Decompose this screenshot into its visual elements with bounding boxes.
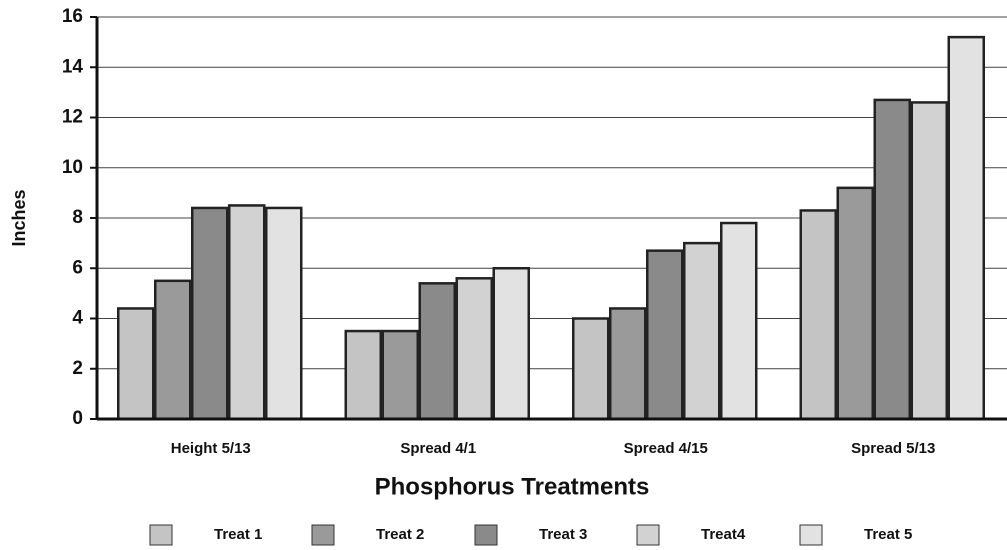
legend-label: Treat 1 (214, 526, 262, 543)
x-tick-label: Spread 4/1 (400, 440, 476, 457)
y-tick-label: 0 (72, 408, 83, 429)
x-axis-label: Phosphorus Treatments (375, 473, 650, 500)
bar (265, 206, 303, 421)
y-tick-label: 8 (72, 207, 83, 228)
bar (344, 329, 382, 421)
bar (609, 307, 647, 421)
y-tick-label: 10 (62, 157, 83, 178)
bar (799, 209, 837, 421)
bar (228, 204, 266, 421)
bar (492, 267, 530, 421)
bar (381, 329, 419, 421)
y-tick-label: 4 (72, 308, 83, 329)
bar (910, 101, 948, 421)
x-tick-label: Spread 5/13 (851, 440, 935, 457)
legend-swatch (799, 524, 823, 546)
legend-label: Treat 3 (539, 526, 587, 543)
y-axis-label: Inches (9, 189, 29, 246)
bar (646, 249, 684, 421)
y-tick-label: 14 (62, 56, 84, 77)
bar (720, 221, 758, 421)
legend-swatch (149, 524, 173, 546)
bar (683, 241, 721, 421)
legend-swatch (311, 524, 335, 546)
y-tick-label: 12 (62, 107, 83, 128)
y-tick-label: 2 (72, 358, 83, 379)
legend-swatch (636, 524, 660, 546)
legend-label: Treat4 (701, 526, 746, 543)
y-tick-label: 16 (62, 6, 83, 27)
bar (154, 279, 192, 421)
bar (572, 317, 610, 421)
bar (455, 277, 493, 421)
legend-swatch (474, 524, 498, 546)
bar (873, 98, 911, 421)
x-tick-label: Height 5/13 (171, 440, 251, 457)
bar (418, 282, 456, 421)
bar (836, 186, 874, 421)
x-tick-label: Spread 4/15 (624, 440, 708, 457)
legend-label: Treat 5 (864, 526, 912, 543)
legend-label: Treat 2 (376, 526, 424, 543)
bar (117, 307, 155, 421)
y-tick-label: 6 (72, 257, 83, 278)
bar (947, 35, 985, 421)
bar (191, 206, 229, 421)
